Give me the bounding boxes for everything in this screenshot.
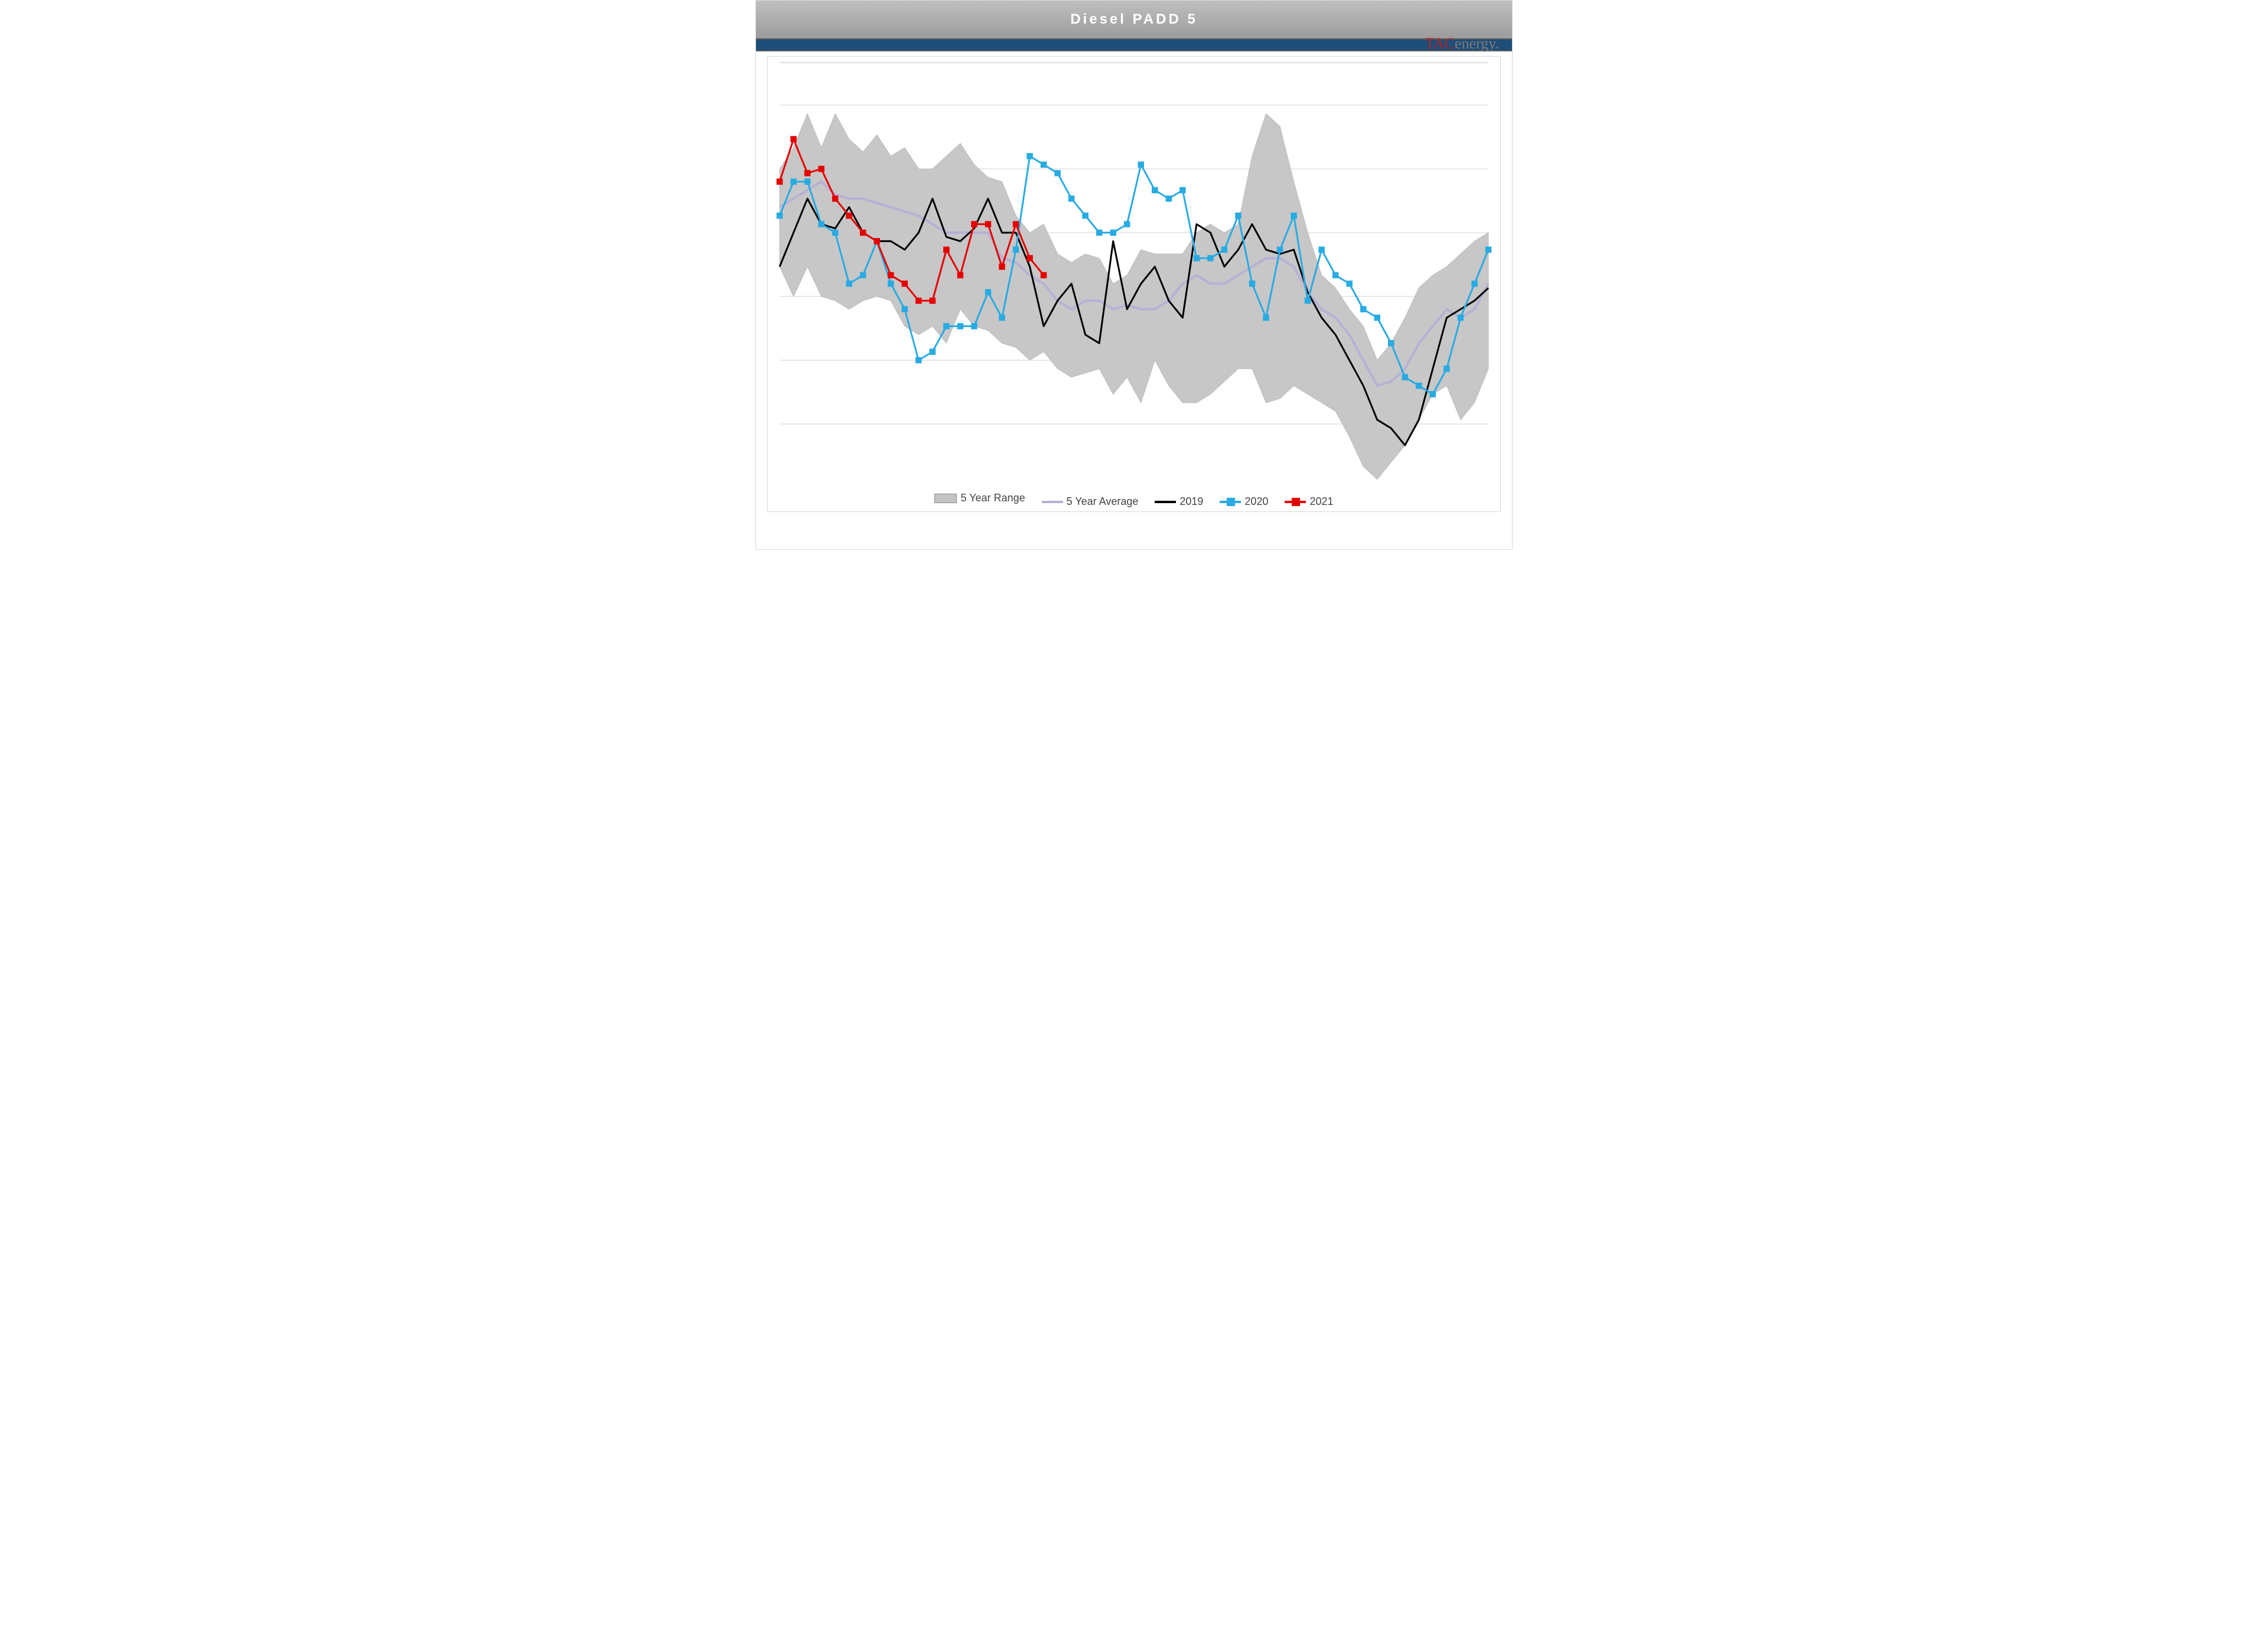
legend-item: 2019	[1155, 495, 1203, 508]
legend-swatch	[1042, 501, 1063, 503]
legend-swatch	[1220, 501, 1241, 503]
chart-svg	[768, 57, 1500, 511]
legend-label: 5 Year Range	[960, 492, 1025, 504]
legend-swatch	[1285, 501, 1306, 503]
plot-area: 5 Year Range 5 Year Average 2019 2020 2021	[767, 56, 1501, 512]
legend-item: 5 Year Range	[934, 492, 1025, 504]
legend-swatch	[934, 494, 957, 503]
legend-item: 5 Year Average	[1042, 495, 1139, 508]
legend-label: 5 Year Average	[1067, 495, 1139, 508]
chart-container: Diesel PADD 5 TACenergy. 5 Year Range5 Y…	[755, 0, 1513, 550]
chart-title: Diesel PADD 5	[756, 1, 1512, 38]
brand-logo: TACenergy.	[1425, 35, 1499, 53]
legend-label: 2020	[1244, 495, 1268, 508]
legend-item: 2021	[1285, 495, 1333, 508]
accent-bar	[756, 38, 1512, 51]
legend-label: 2021	[1309, 495, 1333, 508]
legend-item: 2020	[1220, 495, 1268, 508]
legend-label: 2019	[1179, 495, 1203, 508]
legend-swatch	[1155, 501, 1176, 503]
legend: 5 Year Range 5 Year Average 2019 2020 2021	[768, 492, 1500, 508]
